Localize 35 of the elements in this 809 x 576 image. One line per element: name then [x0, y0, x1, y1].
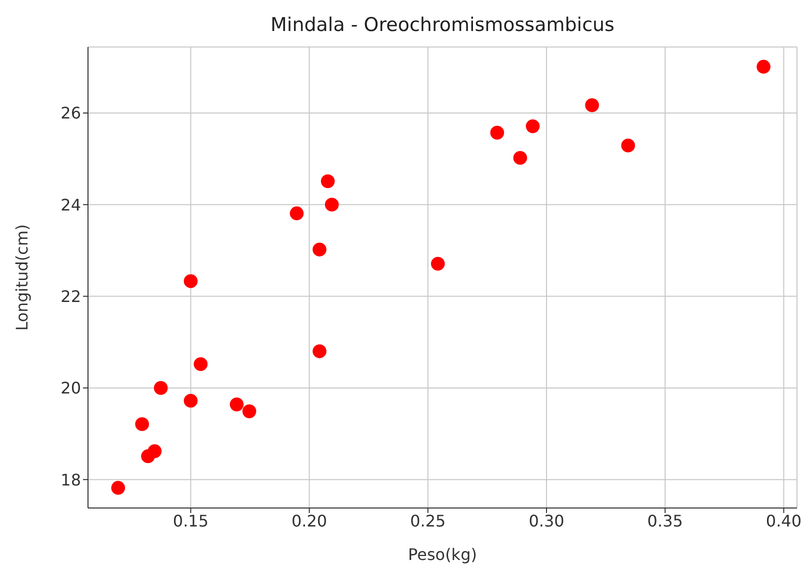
point: [756, 60, 770, 74]
x-tick-label: 0.15: [172, 511, 209, 530]
point: [312, 242, 326, 256]
y-tick-label: 18: [60, 470, 81, 490]
point: [320, 174, 335, 188]
point: [312, 344, 326, 358]
y-tick-label: 22: [60, 286, 81, 306]
y-tick-label: 26: [60, 104, 81, 123]
x-tick-label: 0.35: [647, 511, 683, 530]
point: [242, 404, 256, 418]
point: [135, 417, 149, 432]
point: [526, 119, 540, 134]
x-tick-label: 0.25: [410, 511, 446, 530]
y-tick-label: 24: [60, 195, 81, 214]
point: [490, 126, 504, 140]
point: [230, 398, 244, 412]
x-tick-label: 0.40: [766, 511, 802, 530]
y-axis-title: Longitud(cm): [12, 224, 32, 331]
chart-title: Mindala - Oreochromismossambicus: [270, 14, 616, 36]
x-tick-label: 0.20: [292, 511, 328, 530]
point: [513, 151, 528, 165]
point: [324, 198, 339, 212]
point: [154, 381, 168, 395]
x-tick-label: 0.30: [528, 511, 564, 530]
point: [184, 274, 198, 288]
x-axis-title: Peso(kg): [408, 545, 477, 564]
point: [290, 206, 304, 220]
point: [585, 98, 599, 112]
point: [111, 480, 126, 495]
point: [184, 394, 198, 408]
y-tick-label: 20: [60, 378, 81, 398]
point: [430, 256, 445, 271]
point: [194, 357, 208, 372]
point: [621, 138, 636, 152]
point: [148, 444, 162, 458]
